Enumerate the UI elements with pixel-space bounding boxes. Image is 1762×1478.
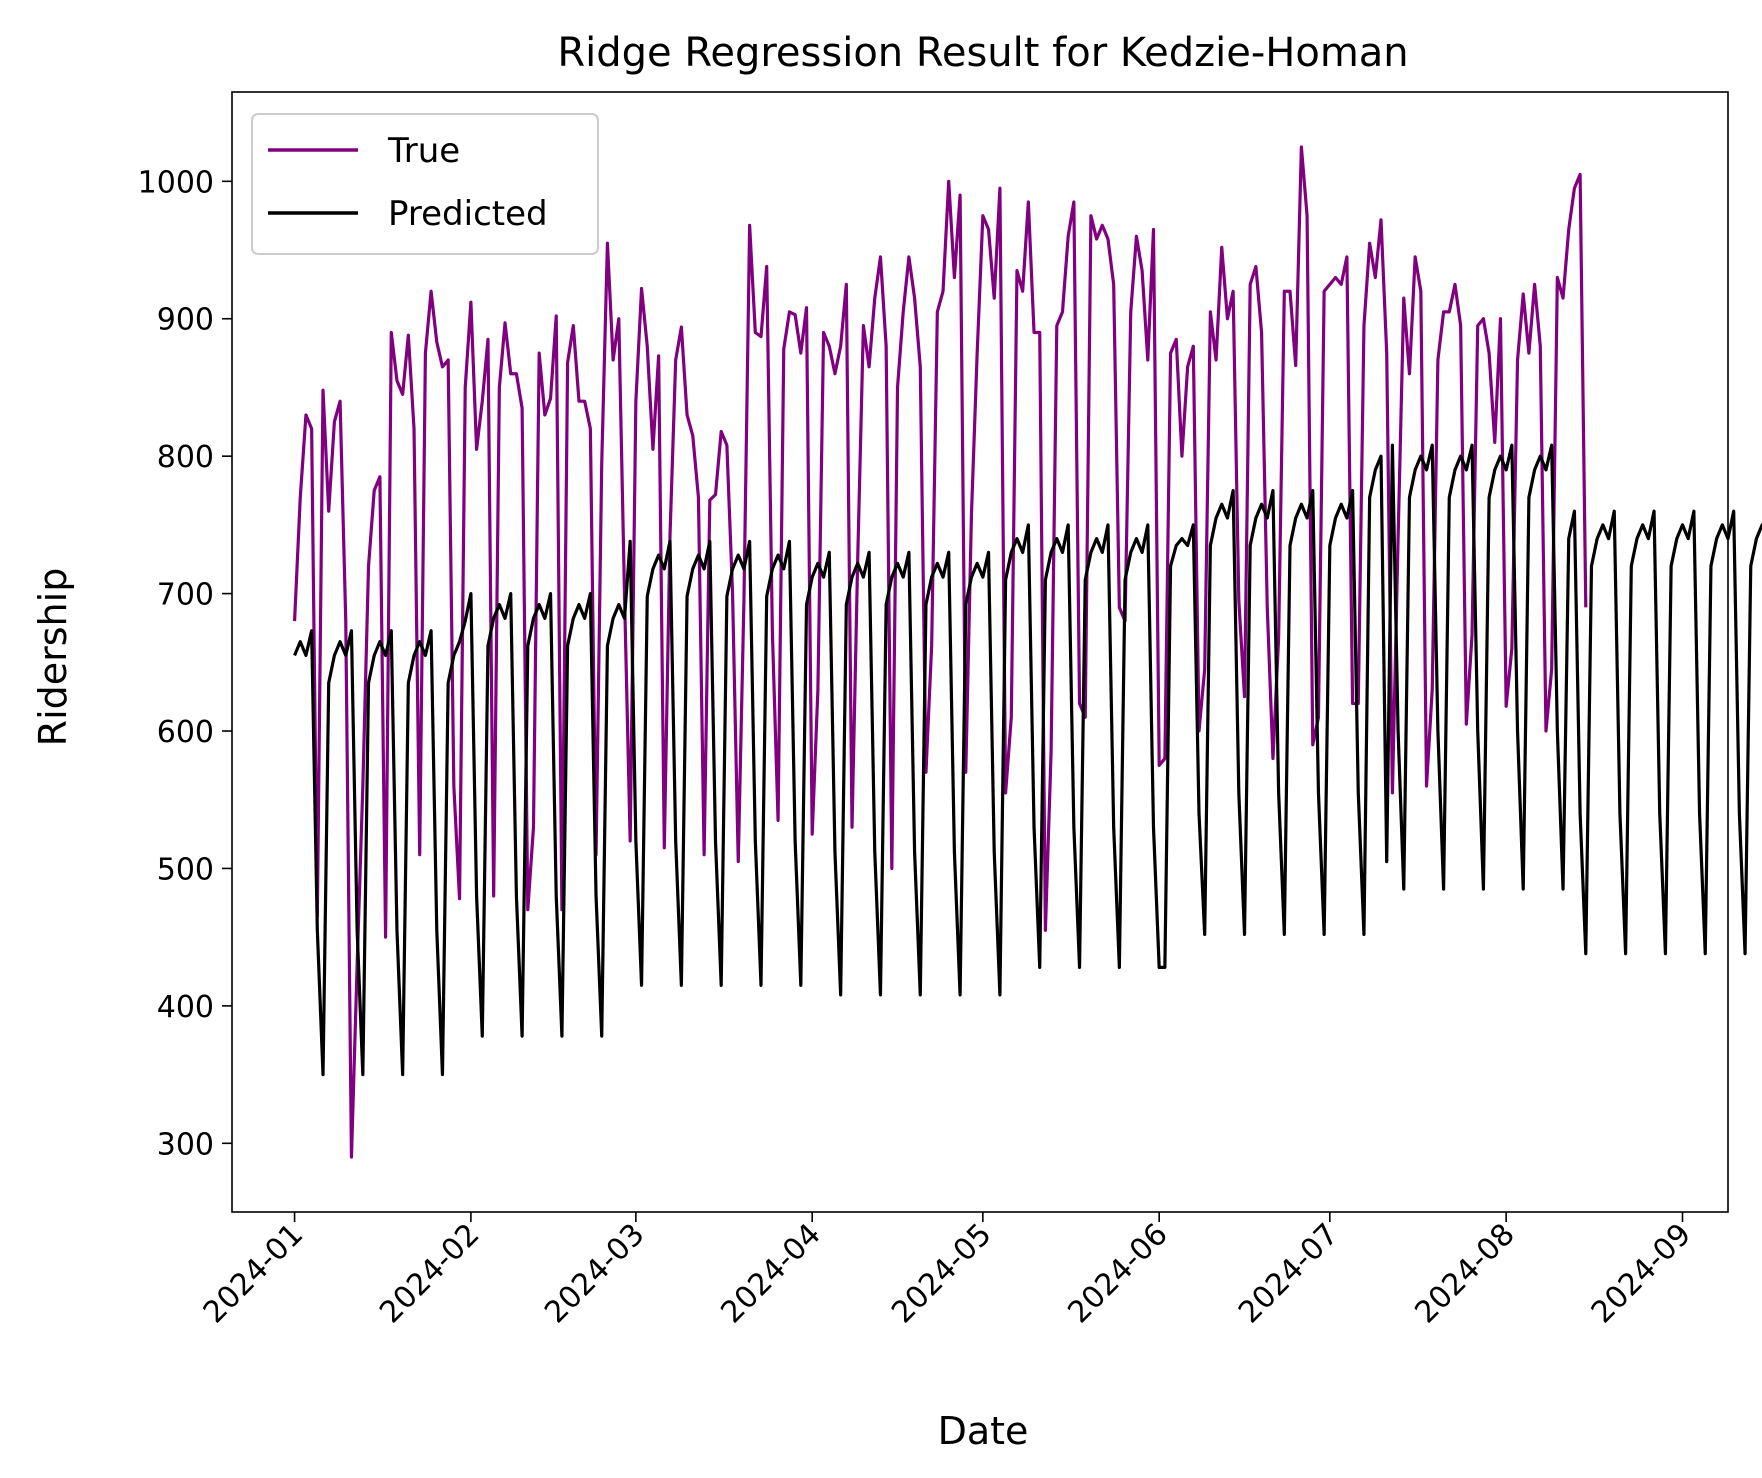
y-tick-label: 900	[157, 303, 214, 338]
y-tick-label: 800	[157, 440, 214, 475]
series-line-predicted	[293, 443, 1762, 1077]
y-tick-label: 600	[157, 715, 214, 750]
axes-frame	[231, 91, 1729, 1213]
y-tick-label: 500	[157, 852, 214, 887]
chart-title: Ridge Regression Result for Kedzie-Homan	[557, 30, 1408, 76]
y-axis-label: Ridership	[31, 568, 75, 747]
plot-area	[292, 145, 1762, 1159]
y-axis: 300 400 500 600 700 800 900 1000	[138, 165, 232, 1162]
legend: True Predicted	[251, 113, 599, 255]
y-tick-label: 400	[157, 990, 214, 1025]
legend-label-predicted: Predicted	[388, 194, 548, 234]
x-axis-label: Date	[938, 1409, 1029, 1453]
legend-label-true: True	[387, 131, 460, 171]
y-tick-label: 700	[157, 578, 214, 613]
series-line-true	[292, 145, 1588, 1159]
y-tick-label: 1000	[138, 165, 214, 200]
y-tick-label: 300	[157, 1127, 214, 1162]
